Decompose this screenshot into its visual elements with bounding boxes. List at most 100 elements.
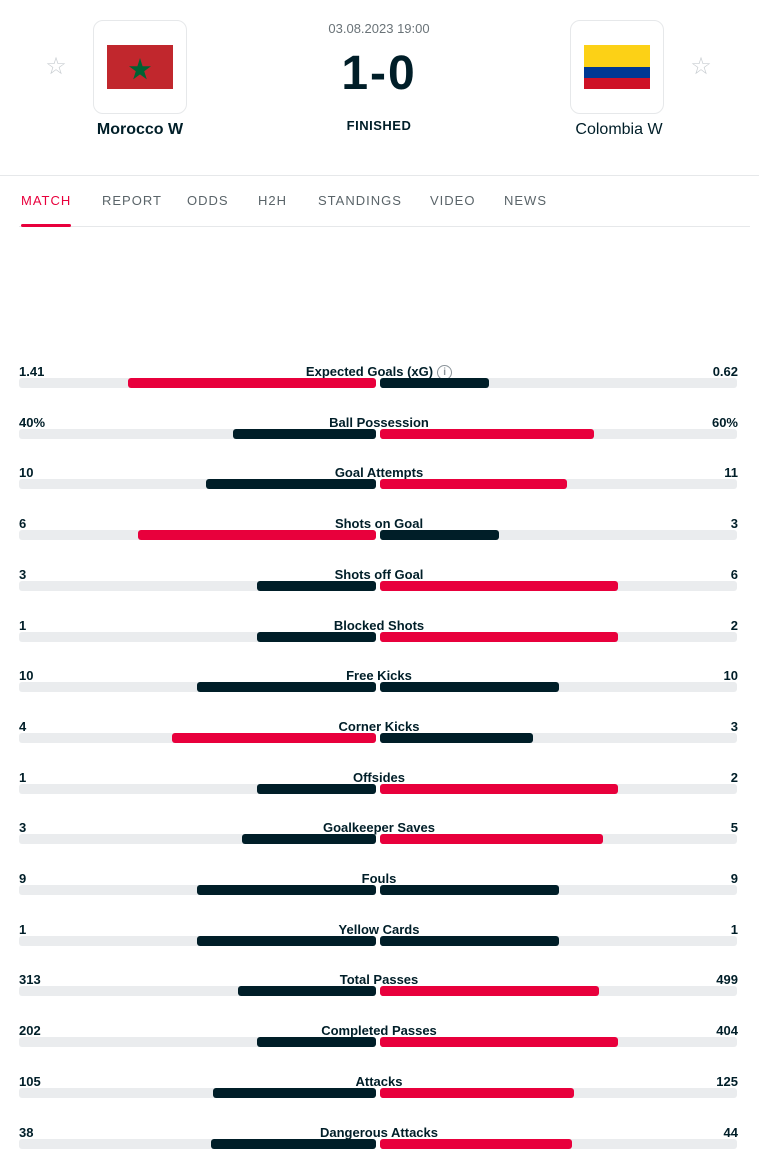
favorite-home-star-icon[interactable]: ☆ xyxy=(45,53,67,80)
stat-away-bar xyxy=(380,429,594,439)
stat-away-track xyxy=(380,530,737,540)
stat-label: Total Passes xyxy=(179,972,579,987)
stat-row: 1 Yellow Cards 1 xyxy=(19,922,738,958)
stat-row: 105 Attacks 125 xyxy=(19,1074,738,1110)
tab-video[interactable]: VIDEO xyxy=(430,193,476,208)
favorite-away-star-icon[interactable]: ☆ xyxy=(690,53,712,80)
stat-home-bar xyxy=(197,682,376,692)
stat-home-value: 10 xyxy=(19,465,34,480)
tab-match[interactable]: MATCH xyxy=(21,193,72,227)
stat-away-value: 3 xyxy=(730,719,738,734)
stat-label-text: Blocked Shots xyxy=(333,618,425,633)
stat-away-bar xyxy=(380,885,559,895)
tab-report[interactable]: REPORT xyxy=(102,193,162,208)
stat-home-value: 1.41 xyxy=(19,364,45,379)
stat-away-value: 60% xyxy=(711,415,738,430)
stat-away-value: 1 xyxy=(730,922,738,937)
home-team-logo[interactable] xyxy=(93,20,187,114)
stat-away-value: 9 xyxy=(730,871,738,886)
stat-away-value: 404 xyxy=(716,1023,738,1038)
home-team-name[interactable]: Morocco W xyxy=(96,121,184,138)
stat-away-track xyxy=(380,378,737,388)
stat-home-bar xyxy=(197,936,376,946)
stat-away-value: 6 xyxy=(730,567,738,582)
colombia-flag-icon xyxy=(584,45,650,89)
stat-row: 10 Free Kicks 10 xyxy=(19,668,738,704)
stat-label-text: Corner Kicks xyxy=(338,719,420,734)
stat-row: 1.41 Expected Goals (xG) i 0.62 xyxy=(19,364,738,400)
stat-home-track xyxy=(19,1037,376,1047)
stat-home-bar xyxy=(197,885,376,895)
stat-home-value: 38 xyxy=(19,1125,34,1140)
stat-away-track xyxy=(380,986,737,996)
stat-away-track xyxy=(380,1037,737,1047)
stat-label-text: Free Kicks xyxy=(346,668,412,683)
stat-label: Ball Possession xyxy=(179,415,579,430)
stat-home-track xyxy=(19,733,376,743)
stat-home-bar xyxy=(242,834,376,844)
stat-away-value: 3 xyxy=(730,516,738,531)
stat-away-bar xyxy=(380,784,618,794)
stat-home-track xyxy=(19,784,376,794)
stat-home-bar xyxy=(211,1139,376,1149)
stat-home-track xyxy=(19,1139,376,1149)
stat-away-track xyxy=(380,581,737,591)
stat-away-value: 2 xyxy=(730,770,738,785)
stat-label: Corner Kicks xyxy=(179,719,579,734)
stat-label: Free Kicks xyxy=(179,668,579,683)
stat-away-bar xyxy=(380,1037,618,1047)
stat-away-track xyxy=(380,1088,737,1098)
tab-h2h[interactable]: H2H xyxy=(258,193,288,208)
stat-home-bar xyxy=(206,479,376,489)
tab-odds[interactable]: ODDS xyxy=(187,193,229,208)
stat-label: Shots on Goal xyxy=(179,516,579,531)
away-team-name[interactable]: Colombia W xyxy=(575,121,663,138)
stat-home-bar xyxy=(257,1037,376,1047)
match-datetime: 03.08.2023 19:00 xyxy=(328,21,430,36)
stat-home-track xyxy=(19,986,376,996)
stat-label-text: Goal Attempts xyxy=(334,465,424,480)
stat-home-bar xyxy=(257,581,376,591)
stat-home-bar xyxy=(257,632,376,642)
stat-away-value: 0.62 xyxy=(712,364,738,379)
stat-home-bar xyxy=(172,733,376,743)
away-team-logo[interactable] xyxy=(570,20,664,114)
stat-home-value: 105 xyxy=(19,1074,41,1089)
stat-away-bar xyxy=(380,581,618,591)
stat-home-bar xyxy=(257,784,376,794)
stat-home-bar xyxy=(233,429,376,439)
stat-away-bar xyxy=(380,834,603,844)
stat-home-value: 313 xyxy=(19,972,41,987)
match-header: ☆ Morocco W 03.08.2023 19:00 1-0 FINISHE… xyxy=(0,0,759,176)
stat-row: 38 Dangerous Attacks 44 xyxy=(19,1125,738,1161)
stat-home-track xyxy=(19,1088,376,1098)
stat-label-text: Completed Passes xyxy=(321,1023,437,1038)
tab-news[interactable]: NEWS xyxy=(504,193,547,208)
stat-label: Blocked Shots xyxy=(179,618,579,633)
stat-away-bar xyxy=(380,986,599,996)
stat-away-bar xyxy=(380,733,533,743)
stat-row: 1 Offsides 2 xyxy=(19,770,738,806)
stat-label-text: Fouls xyxy=(361,871,397,886)
stat-home-track xyxy=(19,378,376,388)
stat-home-value: 40% xyxy=(19,415,46,430)
stat-home-track xyxy=(19,479,376,489)
stat-home-track xyxy=(19,834,376,844)
stat-home-value: 10 xyxy=(19,668,34,683)
stat-away-bar xyxy=(380,1088,574,1098)
stat-label-text: Shots on Goal xyxy=(334,516,424,531)
match-status: FINISHED xyxy=(346,118,412,133)
stat-home-value: 4 xyxy=(19,719,27,734)
stat-away-value: 44 xyxy=(723,1125,738,1140)
morocco-flag-icon xyxy=(107,45,173,89)
stat-label: Fouls xyxy=(179,871,579,886)
stat-away-bar xyxy=(380,632,618,642)
stat-home-bar xyxy=(138,530,376,540)
match-tabs: MATCH REPORT ODDS H2H STANDINGS VIDEO NE… xyxy=(19,177,750,227)
stat-home-track xyxy=(19,632,376,642)
stat-label-text: Dangerous Attacks xyxy=(320,1125,438,1140)
stat-away-value: 10 xyxy=(723,668,738,683)
tab-standings[interactable]: STANDINGS xyxy=(318,193,402,208)
stat-label-text: Offsides xyxy=(352,770,405,785)
stat-row: 3 Shots off Goal 6 xyxy=(19,567,738,603)
